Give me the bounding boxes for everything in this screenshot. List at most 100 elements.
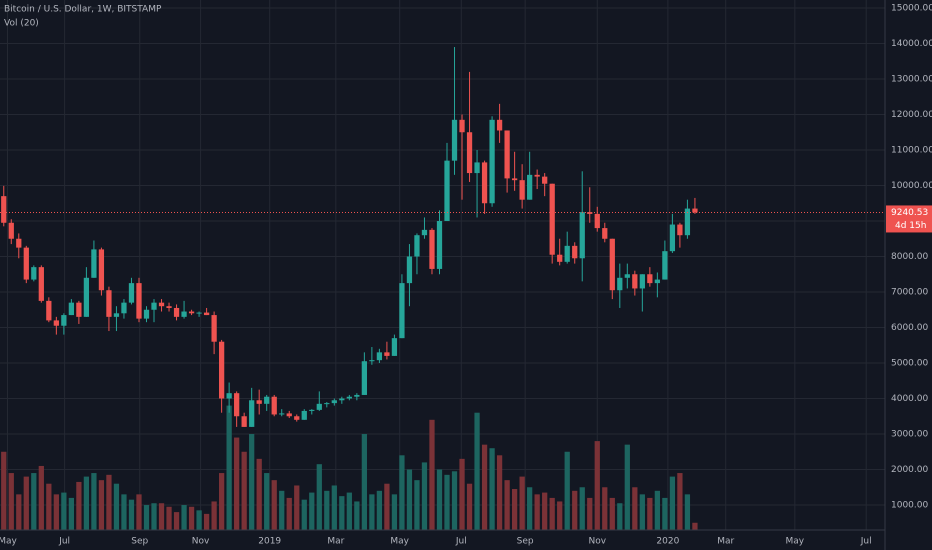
- volume-bar: [309, 492, 315, 530]
- volume-bar: [594, 441, 600, 530]
- volume-bar: [354, 501, 360, 530]
- x-tick-label: Nov: [192, 537, 210, 547]
- candle-body: [534, 174, 540, 177]
- candle-body: [527, 174, 533, 200]
- volume-bar: [369, 494, 375, 530]
- volume-bar: [234, 437, 240, 530]
- last-price-box: [886, 205, 932, 233]
- candle-body: [226, 393, 232, 399]
- candle-body: [53, 320, 59, 326]
- candle-body: [662, 251, 668, 280]
- volume-bar: [346, 492, 352, 530]
- y-tick-label: 14000.00: [891, 39, 932, 49]
- candle-body: [504, 130, 510, 179]
- candle-body: [436, 220, 443, 269]
- volume-bar: [617, 503, 623, 530]
- candle-body: [639, 274, 645, 289]
- volume-pane: [1, 405, 698, 530]
- volume-bar: [316, 464, 322, 530]
- volume-bar: [587, 497, 593, 530]
- x-tick-label: 2019: [258, 537, 281, 547]
- candle-body: [1, 196, 7, 223]
- volume-bar: [504, 480, 510, 530]
- y-tick-label: 8000.00: [891, 252, 928, 262]
- volume-bar: [151, 503, 157, 530]
- y-tick-label: 4000.00: [891, 394, 928, 404]
- volume-bar: [16, 494, 22, 530]
- x-tick-label: Sep: [517, 537, 534, 547]
- volume-bar: [53, 494, 59, 530]
- volume-bar: [384, 483, 390, 530]
- volume-bar: [564, 451, 570, 530]
- candle-body: [256, 400, 262, 404]
- volume-bar: [23, 476, 29, 530]
- candle-body: [309, 409, 315, 411]
- y-tick-label: 5000.00: [891, 359, 928, 369]
- candle-body: [399, 283, 405, 339]
- volume-bar: [496, 455, 503, 530]
- candle-body: [391, 338, 398, 356]
- candle-body: [617, 277, 623, 291]
- candle-body: [279, 413, 285, 415]
- volume-bar: [511, 489, 518, 530]
- candle-body: [421, 229, 428, 236]
- candle-body: [361, 361, 367, 395]
- volume-bar: [1, 451, 7, 530]
- volume-bar: [436, 469, 443, 530]
- volume-bar: [429, 419, 435, 530]
- candle-body: [451, 119, 458, 161]
- y-tick-label: 3000.00: [891, 430, 928, 440]
- volume-bar: [83, 476, 90, 530]
- volume-bar: [38, 465, 44, 530]
- volume-bar: [624, 444, 630, 530]
- candle-body: [496, 119, 503, 131]
- volume-bar: [173, 512, 180, 530]
- volume-bar: [527, 487, 533, 530]
- y-tick-label: 10000.00: [891, 181, 932, 191]
- volume-bar: [474, 412, 480, 530]
- y-tick-label: 12000.00: [891, 110, 932, 120]
- volume-bar: [211, 501, 217, 530]
- volume-bar: [489, 448, 495, 530]
- candle-body: [113, 313, 120, 317]
- candle-body: [121, 302, 127, 314]
- volume-bar: [692, 522, 698, 530]
- candle-body: [519, 180, 525, 200]
- candle-body: [61, 315, 67, 326]
- candle-body: [91, 249, 97, 278]
- candle-body: [143, 309, 150, 319]
- candle-body: [106, 290, 112, 317]
- volume-bar: [91, 473, 97, 530]
- candle-body: [459, 119, 465, 133]
- y-tick-label: 13000.00: [891, 74, 932, 84]
- volume-bar: [76, 481, 82, 530]
- candle-body: [241, 416, 247, 427]
- volume-bar: [391, 494, 398, 530]
- candle-body: [23, 247, 29, 280]
- x-tick-label: May: [786, 537, 805, 547]
- candle-body: [632, 274, 638, 289]
- volume-bar: [684, 494, 691, 530]
- candle-body: [564, 245, 570, 262]
- candle-body: [16, 238, 22, 248]
- candle-body: [286, 413, 292, 417]
- volume-bar: [128, 499, 135, 530]
- x-tick-label: Sep: [131, 537, 148, 547]
- candle-body: [624, 274, 630, 278]
- volume-bar: [196, 510, 202, 530]
- x-tick-label: May: [0, 537, 17, 547]
- candle-body: [158, 302, 165, 307]
- candle-body: [677, 224, 683, 236]
- candle-body: [68, 302, 75, 316]
- volume-bar: [271, 480, 277, 530]
- volume-bar: [241, 451, 247, 530]
- candle-body: [489, 119, 495, 204]
- volume-bar: [406, 469, 413, 530]
- candle-body: [572, 245, 578, 259]
- candle-body: [557, 254, 563, 262]
- volume-bar: [256, 458, 262, 530]
- candle-body: [609, 238, 615, 291]
- candle-body: [647, 274, 653, 284]
- x-tick-label: Jul: [58, 537, 70, 547]
- volume-bar: [98, 480, 105, 530]
